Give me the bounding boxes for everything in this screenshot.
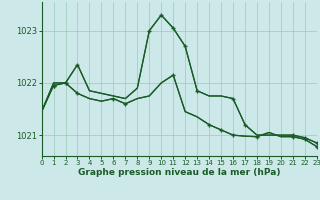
X-axis label: Graphe pression niveau de la mer (hPa): Graphe pression niveau de la mer (hPa) [78,168,280,177]
